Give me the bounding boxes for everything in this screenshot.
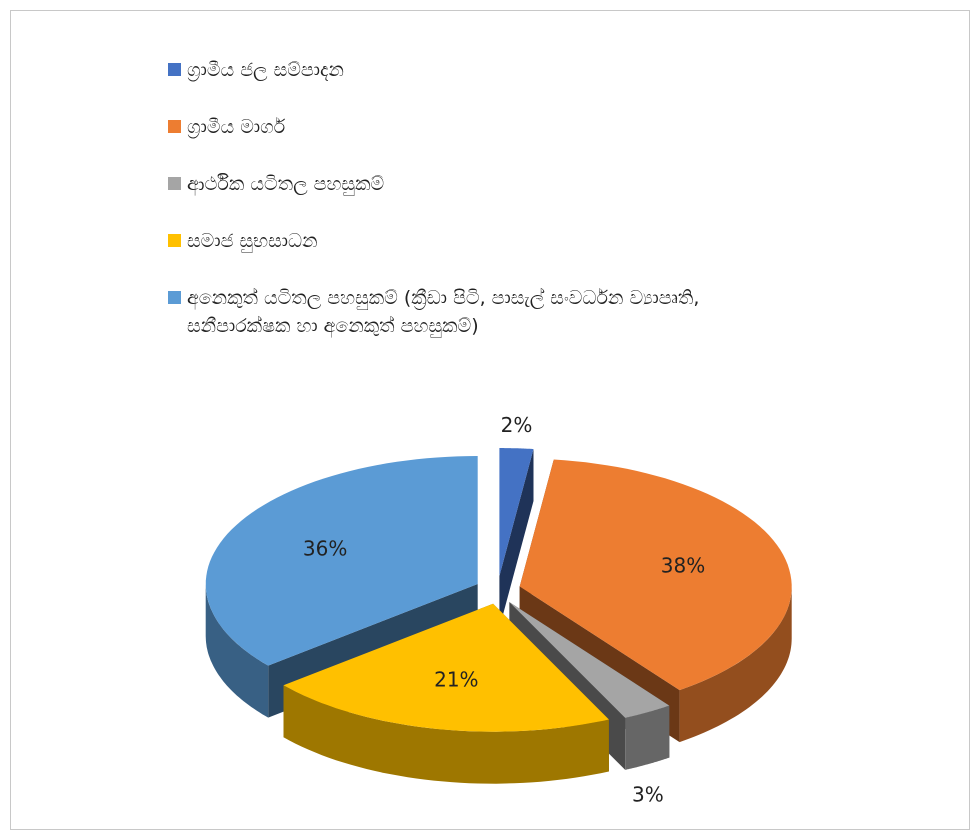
legend-item: ග්‍රාමීය මාර්ග	[168, 113, 788, 170]
legend-swatch	[168, 291, 181, 304]
legend-label: ග්‍රාමීය මාර්ග	[187, 116, 286, 138]
legend-label: ග්‍රාමීය ජල සම්පාදන	[187, 59, 344, 81]
slice	[499, 448, 534, 576]
data-label: 3%	[632, 783, 664, 807]
data-label: 38%	[661, 553, 705, 577]
data-label: 21%	[434, 668, 478, 692]
slice	[519, 459, 792, 691]
legend-swatch	[168, 234, 181, 247]
legend-label: සමාජ සුභසාධන	[187, 230, 318, 252]
slice-radial-wall	[499, 449, 534, 628]
slice	[205, 456, 478, 666]
data-label: 36%	[303, 537, 347, 561]
legend-item: ආර්ථික යටිතල පහසුකම්	[168, 170, 788, 227]
legend-swatch	[168, 63, 181, 76]
slice	[509, 602, 670, 718]
legend-swatch	[168, 177, 181, 190]
slice	[283, 603, 609, 732]
slice-side	[283, 685, 609, 784]
slice-side	[679, 586, 792, 743]
legend: ග්‍රාමීය ජල සම්පාදන ග්‍රාමීය මාර්ග ආර්ථික …	[168, 56, 788, 341]
legend-label: ආර්ථික යටිතල පහසුකම්	[187, 173, 385, 195]
slice-side	[205, 584, 269, 718]
chart-frame	[10, 10, 970, 830]
legend-label: අනෙකුත් යටිතල පහසුකම් (ක්‍රීඩා පිටි, පාස…	[187, 287, 700, 337]
legend-item: අනෙකුත් යටිතල පහසුකම් (ක්‍රීඩා පිටි, පාස…	[168, 284, 788, 341]
slice-side	[625, 705, 670, 770]
legend-swatch	[168, 120, 181, 133]
legend-item: සමාජ සුභසාධන	[168, 227, 788, 284]
legend-item: ග්‍රාමීය ජල සම්පාදන	[168, 56, 788, 113]
data-label: 2%	[501, 413, 533, 437]
